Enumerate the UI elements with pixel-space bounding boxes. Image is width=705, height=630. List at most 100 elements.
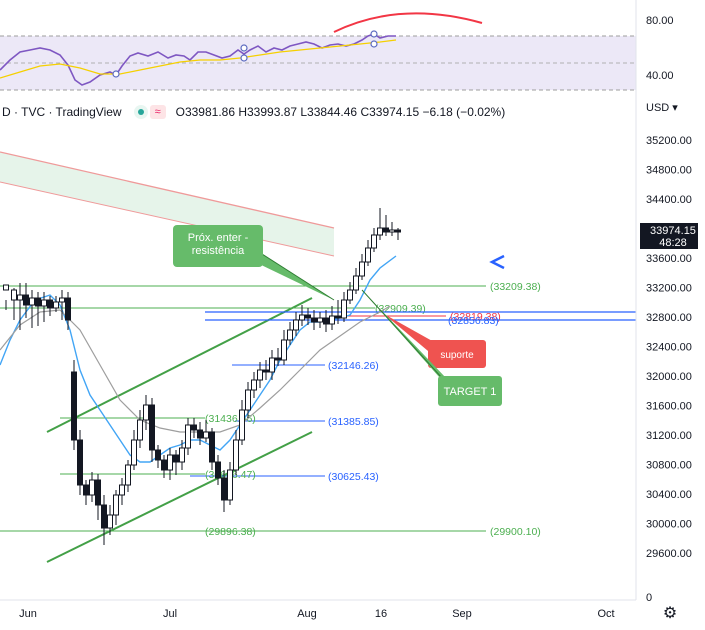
candle-body: [71, 371, 77, 441]
candle-body: [341, 299, 347, 319]
candle-body: [53, 301, 59, 309]
time-tick-label: Jun: [19, 608, 37, 620]
price-tick-label: 29600.00: [646, 548, 692, 560]
gear-icon[interactable]: ⚙: [662, 605, 678, 622]
candle-body: [47, 299, 53, 309]
time-tick-label: 16: [375, 608, 387, 620]
currency-selector[interactable]: USD ▾: [646, 102, 678, 114]
candle-body: [11, 289, 17, 301]
callout-text: resistência: [192, 245, 245, 257]
callout-suporte[interactable]: suporte: [384, 314, 486, 368]
candle-body: [203, 431, 209, 439]
callout-target1[interactable]: TARGET 1: [361, 289, 502, 406]
candle-body: [365, 247, 371, 263]
price-tick-label: 31200.00: [646, 430, 692, 442]
callout-text: TARGET 1: [444, 386, 497, 398]
candlestick-series: [3, 208, 401, 545]
time-tick-label: Sep: [452, 608, 472, 620]
candle-body: [257, 369, 263, 381]
callout-resistencia[interactable]: Próx. enter -resistência: [173, 225, 335, 301]
candle-body: [215, 461, 221, 479]
candle-body: [323, 317, 329, 325]
callout-text: suporte: [440, 350, 474, 361]
candle-body: [35, 297, 41, 307]
channel-line-top: [0, 151, 335, 229]
candle-body: [107, 514, 113, 529]
callout-text: Próx. enter -: [188, 232, 249, 244]
time-axis[interactable]: Jun Jul Aug 16 Sep Oct: [0, 599, 636, 620]
candle-body: [293, 319, 299, 331]
candle-body: [263, 369, 269, 373]
candle-body: [125, 464, 131, 486]
legend-bar: D · TVC · TradingView ≈ O33981.86 H33993…: [0, 101, 505, 123]
level-label: (29896.38): [205, 526, 256, 538]
price-tick-label: 30000.00: [646, 519, 692, 531]
svg-text:suporte: suporte: [440, 350, 474, 361]
candle-body: [269, 357, 275, 373]
axis-zero-label: 0: [646, 592, 652, 604]
rsi-marker-icon: [240, 54, 248, 62]
price-tick-label: 32000.00: [646, 371, 692, 383]
candle-body: [119, 484, 125, 496]
candle-body: [59, 297, 65, 303]
indicator-tick-label: 40.00: [646, 70, 674, 82]
candle-body: [23, 294, 29, 306]
price-tick-label: 33200.00: [646, 283, 692, 295]
time-tick-label: Aug: [297, 608, 317, 620]
candle-body: [209, 431, 215, 463]
candle-body: [353, 275, 359, 291]
indicator-tick-label: 80.00: [646, 15, 674, 27]
market-status-icon: [133, 105, 148, 119]
rsi-marker-icon: [370, 30, 378, 38]
svg-text:TARGET 1: TARGET 1: [444, 386, 497, 398]
candle-body: [29, 297, 35, 306]
rsi-line: [0, 33, 396, 86]
indicator-axis[interactable]: 80.00 40.00: [646, 15, 674, 82]
candle-body: [83, 484, 89, 496]
price-tick-label: 34800.00: [646, 165, 692, 177]
candle-body: [335, 315, 341, 319]
candle-body: [95, 479, 101, 506]
symbol-label[interactable]: D · TVC · TradingView: [2, 105, 122, 119]
candle-body: [329, 315, 335, 325]
wave-icon: ≈: [149, 105, 166, 119]
status-pill[interactable]: ≈: [133, 105, 166, 119]
candle-body: [245, 389, 251, 411]
level-label: (32856.83): [448, 315, 499, 327]
candle-body: [227, 469, 233, 501]
candle-body: [89, 479, 95, 496]
rsi-marker-icon: [370, 40, 378, 48]
level-label: (29900.10): [490, 526, 541, 538]
time-tick-label: Jul: [163, 608, 177, 620]
price-tick-label: 30400.00: [646, 489, 692, 501]
level-label: (31385.85): [328, 416, 379, 428]
candle-body: [275, 357, 281, 361]
price-axis[interactable]: 35200.00 34800.00 34400.00 33600.00 33200.00…: [635, 0, 692, 604]
candle-body: [383, 227, 389, 233]
candle-body: [221, 477, 227, 501]
level-label: (32146.26): [328, 360, 379, 372]
candle-body: [281, 339, 287, 361]
candle-body: [143, 404, 149, 421]
candle-body: [149, 404, 155, 451]
candle-body: [311, 317, 317, 323]
candle-body: [173, 454, 179, 463]
rsi-marker-icon: [112, 70, 120, 78]
candle-body: [317, 317, 323, 323]
candle-body: [155, 449, 161, 461]
candle-body: [65, 297, 71, 321]
candle-body: [167, 454, 173, 471]
rsi-marker-icon: [240, 44, 248, 52]
candle-body: [185, 424, 191, 449]
price-tick-label: 30800.00: [646, 460, 692, 472]
candle-body: [41, 299, 47, 307]
candle-body: [371, 234, 377, 249]
candle-body: [389, 229, 395, 233]
svg-text:Próx. enter -resistência: Próx. enter -resistência: [188, 232, 249, 257]
ohlc-values: O33981.86 H33993.87 L33844.46 C33974.15 …: [175, 105, 506, 119]
candle-body: [239, 409, 245, 441]
last-price-label: 33974.15 48:28: [640, 223, 698, 249]
level-label: (30625.43): [328, 471, 379, 483]
rsi-signal-line: [0, 39, 397, 79]
